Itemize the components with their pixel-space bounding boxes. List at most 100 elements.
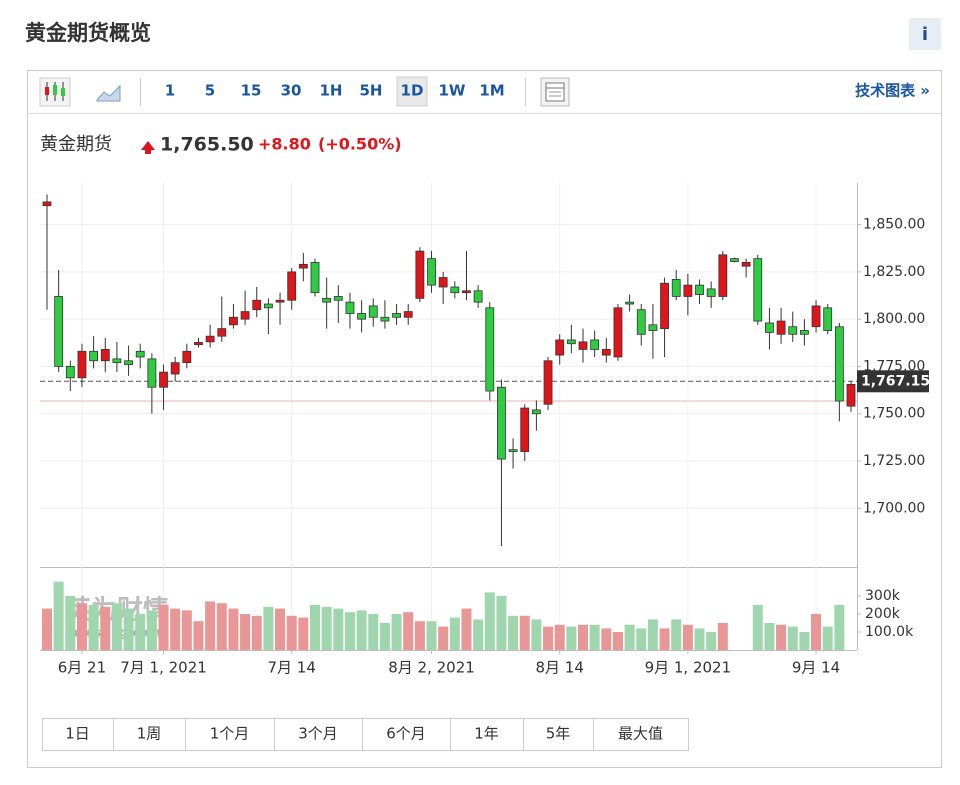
line-icon[interactable] [96,84,121,102]
volume-bar [799,632,810,650]
volume-bar [146,610,157,650]
candle-body [275,299,285,303]
volume-bar [135,614,146,650]
interval-button[interactable]: 1H [320,82,343,100]
quote-change-pct: (+0.50%) [318,135,402,154]
volume-bar [321,606,332,650]
volume-bar [612,632,623,650]
range-button[interactable] [113,718,186,751]
quote-price: 1,765.50 [160,134,254,156]
candle-body [89,350,99,362]
candle-body [718,254,728,297]
volume-bar [379,623,390,650]
candle-body [485,307,495,392]
volume-bar [461,608,472,650]
candle-body [846,384,856,407]
volume-bar [76,603,87,650]
info-label: i [922,24,928,45]
candle-body [322,297,332,303]
candle-body [834,326,844,402]
interval-button[interactable]: 1W [439,82,466,100]
volume-bar [286,615,297,650]
interval-button[interactable]: 5H [360,82,383,100]
volume-tick-label: 100.0k [865,624,914,640]
candle-body [799,330,809,335]
candle-body [368,305,378,318]
volume-bar [578,624,588,650]
volume-bar [181,610,192,650]
interval-button[interactable]: 1M [479,82,504,100]
volume-bar [566,626,577,650]
volume-bar [473,619,484,650]
range-button[interactable] [185,718,275,751]
range-button[interactable] [42,718,114,751]
candle-body [508,449,518,452]
volume-bar [496,596,507,650]
candle-body [695,284,704,295]
volume-bar [519,615,530,650]
interval-button[interactable]: 1 [165,82,175,100]
page-title: 黄金期货概览 [25,21,151,45]
x-tick-label: 7月 14 [267,659,315,677]
candle-body [531,409,541,415]
candle-body [205,335,215,343]
volume-tick-label: 300k [865,588,901,604]
quote-change: +8.80 [258,135,311,154]
volume-bar [88,605,99,650]
range-label: 1个月 [210,725,250,743]
range-buttons: 1日 1周 1个月 3个月 6个月 1年 5年 最大值 [42,718,689,751]
candle-body [427,258,436,286]
volume-bar [310,605,320,650]
volume-bar [671,619,682,650]
range-button[interactable] [593,718,689,751]
candle-body [741,262,751,267]
volume-bar [834,605,845,650]
interval-button[interactable]: 1D [401,82,424,100]
range-button[interactable] [274,718,363,751]
volume-tick-label: 200k [865,606,901,622]
volume-bar [53,581,64,650]
volume-bar [205,601,216,650]
technical-chart-link[interactable]: 技术图表 » [855,82,930,100]
candle-body [217,328,227,337]
range-label: 1年 [474,725,499,743]
candle-body [625,301,635,305]
candle-body [124,360,133,365]
price-axis: 1,700.001,725.001,750.001,775.001,800.00… [857,217,925,640]
volume-bar [414,621,425,650]
range-button[interactable] [450,718,524,751]
candle-body [566,339,576,345]
volume-bar [694,628,705,650]
volume-bar [787,626,798,650]
interval-button[interactable]: 30 [281,82,302,100]
interval-button[interactable]: 15 [241,82,262,100]
interval-button[interactable]: 5 [205,82,215,100]
volume-bar [344,612,355,650]
up-arrow [141,141,155,154]
current-price-box [857,370,929,393]
range-label: 1日 [65,725,90,743]
selected-interval-bg [396,76,428,107]
candle-body [112,358,122,364]
candle-icon[interactable] [39,77,71,107]
volume-bar [682,624,693,650]
candle-body [438,277,448,288]
volume-bar [356,610,367,650]
range-label: 3个月 [298,725,338,743]
volume-bar [438,626,449,650]
volume-bar [752,605,763,650]
y-tick-label: 1,850.00 [863,217,925,233]
candle-body [788,326,798,335]
candle-body [170,362,180,375]
x-tick-label: 7月 1, 2021 [120,659,207,677]
candle-body [345,301,355,314]
info-button[interactable] [909,18,941,50]
candle-body [310,262,320,294]
volume-bar [111,603,122,650]
plot-area: 英为财情Investing.com [40,183,857,650]
volume-bar [368,614,379,650]
interval-buttons: 1 5 15 30 1H 5H 1D 1W 1M [165,76,505,107]
table-icon[interactable] [540,77,570,107]
volume-bar [449,617,460,650]
